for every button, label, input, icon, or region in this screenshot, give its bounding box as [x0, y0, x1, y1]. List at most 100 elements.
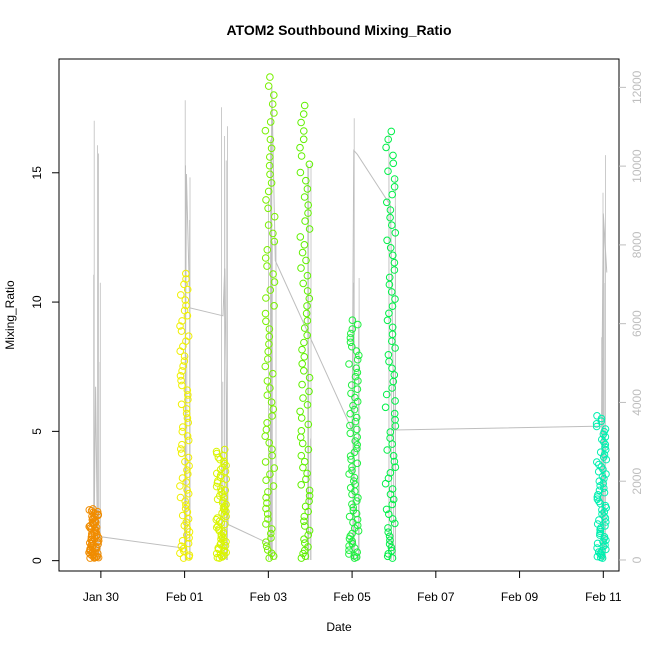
mixing-ratio-point [305, 373, 314, 382]
mixing-ratio-point [270, 464, 279, 472]
x-tick-label: Feb 11 [585, 590, 622, 604]
mixing-ratio-point [388, 364, 396, 373]
mixing-ratio-point [263, 419, 271, 427]
mixing-ratio-point [180, 352, 189, 361]
mixing-ratio-point [302, 475, 310, 484]
mixing-ratio-point [176, 322, 184, 330]
mixing-ratio-point [300, 457, 309, 466]
mixing-ratio-point [181, 504, 190, 513]
mixing-ratio-point [264, 82, 273, 90]
mixing-ratio-point [301, 502, 310, 511]
mixing-ratio-point [94, 510, 102, 519]
plot-frame [58, 58, 620, 572]
mixing-ratio-point [297, 481, 306, 489]
mixing-ratio-point [305, 225, 314, 233]
mixing-ratio-point [270, 302, 278, 310]
mixing-ratio-point [386, 434, 394, 442]
mixing-ratio-point [300, 367, 308, 375]
mixing-ratio-point [388, 221, 396, 229]
mixing-ratio-point [263, 546, 272, 554]
mixing-ratio-point [265, 332, 274, 341]
mixing-ratio-points-layer [85, 73, 611, 562]
mixing-ratio-point [386, 206, 395, 214]
mixing-ratio-point [300, 338, 308, 347]
mixing-ratio-point [266, 118, 275, 126]
mixing-ratio-point [264, 355, 272, 363]
mixing-ratio-point [346, 429, 355, 438]
mixing-ratio-point [600, 488, 609, 497]
mixing-ratio-point [384, 135, 393, 144]
mixing-ratio-point [304, 531, 313, 539]
mixing-ratio-point [265, 554, 274, 562]
mixing-ratio-point [302, 309, 311, 318]
mixing-ratio-point [345, 550, 353, 558]
mixing-ratio-point [220, 457, 228, 466]
mixing-ratio-point [87, 525, 96, 533]
mixing-ratio-point [385, 280, 394, 289]
y-right-tick-label: 0 [630, 556, 644, 563]
mixing-ratio-point [303, 331, 312, 340]
mixing-ratio-point [301, 217, 309, 225]
mixing-ratio-point [387, 127, 396, 136]
mixing-ratio-point [387, 288, 396, 296]
mixing-ratio-point [217, 484, 225, 493]
mixing-ratio-point [388, 547, 396, 555]
mixing-ratio-point [296, 143, 304, 152]
mixing-ratio-point [264, 221, 273, 229]
mixing-ratio-point [266, 170, 274, 179]
mixing-ratio-point [182, 409, 191, 418]
mixing-ratio-point [390, 266, 399, 274]
mixing-ratio-point [386, 244, 395, 252]
mixing-ratio-point [298, 360, 307, 368]
mixing-ratio-point [183, 414, 192, 422]
mixing-ratio-point [178, 440, 186, 449]
mixing-ratio-point [353, 497, 361, 505]
mixing-ratio-point [85, 506, 94, 514]
mixing-ratio-point [184, 332, 193, 341]
mixing-ratio-point [263, 391, 272, 400]
mixing-ratio-point [267, 525, 276, 533]
mixing-ratio-point [600, 450, 609, 459]
mixing-ratio-point [183, 285, 192, 294]
mixing-ratio-point [305, 497, 313, 506]
mixing-ratio-point [345, 360, 353, 368]
mixing-ratio-point [348, 463, 356, 471]
mixing-ratio-point [296, 168, 305, 177]
mixing-ratio-point [389, 151, 397, 160]
mixing-ratio-point [346, 421, 354, 430]
mixing-ratio-point [593, 539, 602, 548]
mixing-ratio-point [179, 544, 188, 553]
mixing-ratio-point [386, 536, 394, 545]
x-tick-label: Feb 03 [250, 590, 288, 604]
mixing-ratio-point [184, 418, 192, 427]
mixing-ratio-point [185, 551, 194, 560]
mixing-ratio-point [599, 542, 608, 551]
chart-title: ATOM2 Southbound Mixing_Ratio [226, 22, 451, 38]
mixing-ratio-point [304, 445, 313, 454]
mixing-ratio-point [390, 371, 399, 379]
mixing-ratio-point [601, 425, 610, 433]
mixing-ratio-point [348, 537, 357, 546]
mixing-ratio-point [593, 458, 601, 466]
mixing-ratio-point [180, 357, 189, 365]
mixing-ratio-point [304, 420, 313, 429]
mixing-ratio-point [385, 540, 394, 548]
mixing-ratio-point [178, 427, 187, 436]
mixing-ratio-point [347, 389, 355, 398]
mixing-ratio-point [296, 233, 305, 241]
mixing-ratio-point [212, 549, 221, 558]
mixing-ratio-point [184, 470, 192, 478]
mixing-ratio-point [267, 144, 276, 153]
mixing-ratio-point [265, 325, 274, 333]
mixing-ratio-point [353, 385, 362, 394]
mixing-ratio-point [263, 510, 272, 518]
mixing-ratio-point [184, 436, 193, 445]
y-right-tick-label: 8000 [630, 231, 644, 258]
mixing-ratio-point [270, 91, 278, 99]
mixing-ratio-point [385, 309, 393, 318]
mixing-ratio-point [382, 390, 391, 399]
mixing-ratio-point [595, 486, 604, 495]
mixing-ratio-point [384, 351, 393, 359]
mixing-ratio-point [302, 256, 310, 265]
